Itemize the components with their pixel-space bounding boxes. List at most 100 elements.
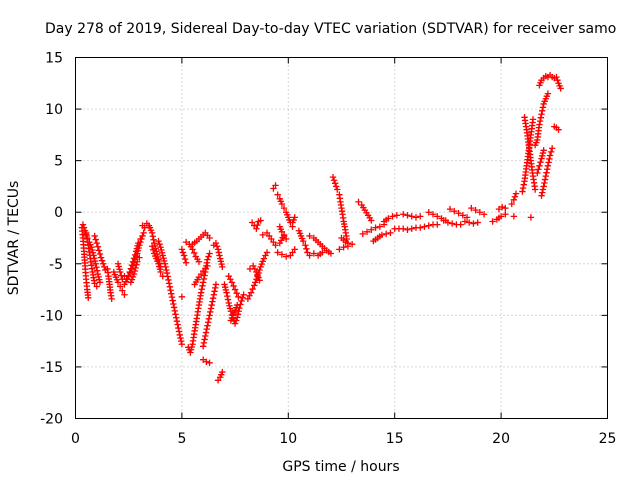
y-tick-labels: -20 -15 -10 -5 0 5 10 15 — [40, 51, 63, 428]
data-point — [195, 258, 203, 265]
data-point — [148, 243, 156, 250]
x-tick-labels: 0 5 10 15 20 25 — [71, 431, 616, 447]
data-point — [459, 212, 466, 219]
data-point — [215, 249, 222, 256]
data-point — [278, 200, 286, 208]
data-point — [197, 289, 205, 296]
data-point — [421, 223, 428, 230]
y-tick-label: -5 — [49, 257, 63, 273]
y-tick-label: 15 — [45, 51, 63, 67]
data-point — [124, 272, 132, 279]
data-point — [417, 224, 424, 231]
data-point — [336, 246, 343, 253]
data-point — [545, 159, 552, 166]
data-point — [162, 263, 169, 271]
data-point — [274, 249, 281, 256]
data-point — [206, 250, 213, 257]
data-point — [163, 266, 170, 274]
data-point — [291, 246, 298, 253]
y-tick-label: -20 — [40, 412, 63, 428]
data-point — [108, 295, 115, 303]
data-point — [348, 240, 356, 248]
data-point — [310, 250, 318, 257]
data-point — [167, 287, 174, 294]
data-point — [343, 235, 351, 243]
data-point — [206, 359, 213, 367]
data-point — [387, 229, 394, 237]
data-point — [508, 200, 515, 208]
data-point — [344, 243, 352, 250]
data-point — [205, 315, 213, 322]
data-point — [540, 183, 547, 190]
data-point — [206, 312, 213, 319]
data-point — [536, 121, 543, 128]
data-point — [425, 209, 432, 216]
data-point — [149, 246, 157, 254]
data-point — [541, 176, 549, 183]
data-point — [546, 152, 554, 159]
data-point — [519, 188, 526, 195]
data-point — [554, 76, 561, 84]
data-point — [169, 297, 176, 304]
data-point — [199, 279, 207, 286]
data-point — [182, 259, 190, 266]
data-point — [382, 230, 390, 238]
data-point — [216, 252, 223, 259]
data-point — [434, 213, 441, 220]
data-point — [302, 242, 309, 249]
data-point — [208, 301, 215, 309]
data-point — [429, 211, 437, 218]
data-point — [425, 222, 432, 229]
data-point — [355, 198, 362, 206]
data-point — [555, 126, 562, 133]
data-point — [368, 226, 375, 233]
data-point — [164, 273, 171, 280]
x-tick-label: 10 — [279, 431, 297, 447]
data-point — [539, 107, 546, 114]
data-point — [93, 264, 100, 271]
data-point — [330, 177, 338, 184]
data-point — [131, 251, 139, 259]
data-point — [363, 228, 371, 236]
data-point — [97, 254, 105, 261]
data-point — [95, 247, 103, 254]
data-point — [278, 228, 286, 236]
data-point — [257, 217, 264, 224]
data-point — [440, 217, 447, 224]
data-point — [497, 213, 505, 220]
data-point — [94, 243, 102, 250]
data-point — [543, 169, 550, 176]
data-point — [190, 249, 198, 257]
data-point — [148, 229, 156, 237]
data-point — [474, 219, 481, 226]
data-point — [202, 329, 210, 336]
data-point — [247, 289, 255, 296]
data-point — [173, 318, 181, 325]
data-point — [168, 293, 176, 301]
x-tick-label: 0 — [71, 431, 80, 447]
data-point — [527, 214, 535, 221]
y-tick-label: -10 — [40, 308, 63, 324]
data-point — [231, 286, 239, 293]
y-tick-label: 10 — [45, 102, 63, 118]
data-point — [203, 358, 210, 365]
data-point — [400, 225, 407, 232]
data-point — [448, 220, 456, 227]
data-point — [510, 196, 518, 204]
data-point — [165, 276, 172, 284]
data-point — [98, 257, 106, 264]
data-point — [538, 192, 545, 199]
data-point — [200, 275, 208, 283]
data-point — [207, 305, 215, 312]
data-point — [535, 166, 542, 173]
data-point — [408, 213, 415, 220]
data-point — [235, 293, 242, 300]
data-point — [176, 331, 183, 339]
data-point — [170, 304, 178, 311]
data-point — [451, 207, 458, 215]
data-point — [557, 85, 564, 92]
data-point — [252, 279, 259, 286]
data-point — [334, 186, 341, 193]
x-tick-label: 25 — [599, 431, 617, 447]
